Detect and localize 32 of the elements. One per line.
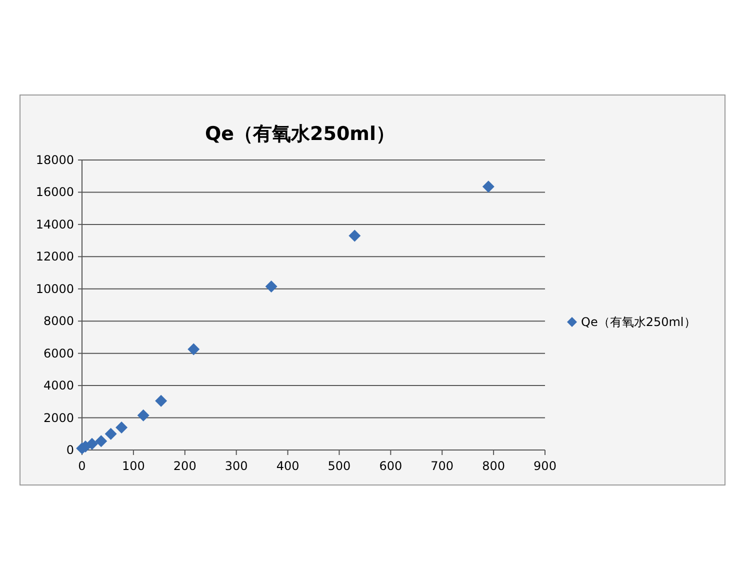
x-tick-label: 500 [328,459,351,473]
y-tick-label: 10000 [36,282,74,296]
y-tick-label: 16000 [36,185,74,200]
x-tick-label: 100 [122,459,145,473]
x-tick-label: 400 [276,459,300,473]
y-tick-label: 2000 [43,410,74,425]
y-tick-label: 0 [66,443,74,457]
point [95,435,108,448]
y-tick-label: 4000 [43,378,74,393]
y-tick-label: 14000 [36,217,74,232]
point [86,438,98,450]
x-tick-label: 300 [224,459,248,473]
y-tick-label: 6000 [43,346,74,360]
x-tick-label: 0 [78,459,86,473]
y-tick-label: 18000 [36,153,74,167]
x-tick-label: 200 [173,459,196,473]
point [155,394,168,407]
point [482,180,494,193]
legend-label: Qe（有氧水250ml） [581,315,696,329]
x-tick-label: 800 [482,459,506,473]
point [265,280,278,292]
point [116,421,128,434]
x-tick-label: 600 [379,459,402,473]
y-tick-label: 12000 [36,250,74,264]
point [348,230,361,242]
point [104,428,117,440]
x-tick-label: 700 [430,459,454,473]
point [137,409,150,422]
point [188,343,200,356]
chart-title: Qe（有氧水250ml） [204,123,396,145]
x-tick-label: 900 [534,459,556,473]
y-tick-label: 8000 [43,314,74,328]
